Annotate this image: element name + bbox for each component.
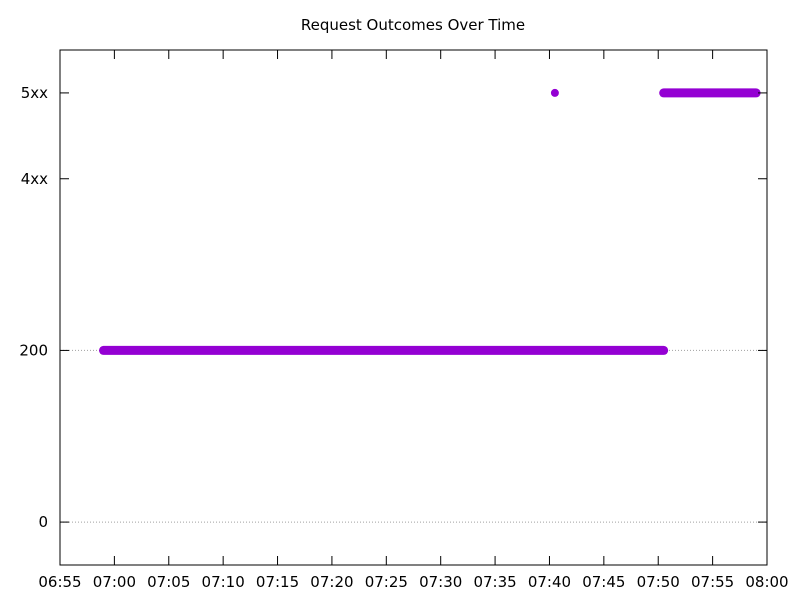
x-tick-label: 07:10	[202, 573, 245, 591]
x-tick-label: 08:00	[745, 573, 788, 591]
chart-title: Request Outcomes Over Time	[301, 16, 525, 34]
x-tick-label: 07:15	[256, 573, 299, 591]
plot-frame	[59, 49, 768, 566]
y-tick-label: 4xx	[21, 170, 48, 188]
x-tick-label: 07:40	[528, 573, 571, 591]
x-tick-label: 07:30	[419, 573, 462, 591]
x-tick-label: 07:20	[310, 573, 353, 591]
axes: 0 200 4xx 5xx 06:55 07:00 07:05 07:10 07:15 07:20…	[19, 50, 789, 591]
x-tick-label: 07:55	[691, 573, 734, 591]
x-tick-label: 07:05	[147, 573, 190, 591]
data-points	[99, 88, 761, 355]
x-tick-label: 07:00	[93, 573, 136, 591]
y-tick-label: 5xx	[21, 84, 48, 102]
y-tick-label: 0	[38, 513, 48, 531]
x-tick-label: 07:35	[473, 573, 516, 591]
x-tick-label: 07:50	[637, 573, 680, 591]
grid-lines	[60, 349, 767, 523]
x-tick-label: 07:45	[582, 573, 625, 591]
y-tick-label: 200	[19, 341, 48, 359]
x-tick-label: 06:55	[38, 573, 81, 591]
data-point	[550, 88, 559, 97]
x-tick-label: 07:25	[365, 573, 408, 591]
